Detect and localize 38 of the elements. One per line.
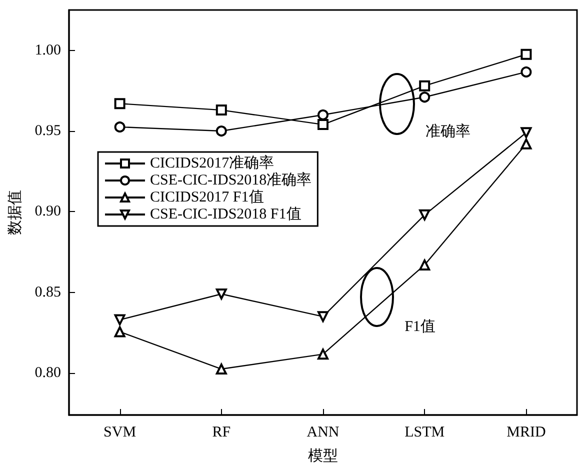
point [520,138,532,150]
legend-label: CSE-CIC-IDS2018准确率 [150,172,312,188]
point [216,364,227,375]
y-tick-label: 0.95 [34,123,61,140]
legend-label: CICIDS2017 F1值 [150,190,264,206]
point [114,98,126,110]
point [216,104,227,116]
annotation: 准确率 [426,123,470,140]
point [419,80,430,92]
point [114,121,126,132]
legend-label: CSE-CIC-IDS2018 F1值 [150,206,302,222]
point [318,119,328,130]
point [216,126,227,137]
point [318,109,328,120]
y-tick-label: 1.00 [34,42,61,58]
x-tick-label: SVM [104,424,136,440]
annotation: F1值 [404,319,436,335]
point [419,209,430,220]
point [520,66,532,78]
legend-label: CICIDS2017准确率 [150,154,274,172]
y-axis-title: 数据值 [6,190,24,235]
point [318,311,328,322]
point [419,259,430,270]
x-tick-label: MRID [506,424,546,440]
point [216,288,227,300]
x-tick-label: ANN [306,424,340,440]
y-tick-label: 0.80 [34,365,61,382]
point [419,92,430,103]
x-axis-title: 模型 [308,448,338,464]
point [520,48,532,60]
point [114,326,126,338]
x-tick-label: RF [212,424,231,440]
x-tick-label: LSTM [404,424,445,440]
point [520,127,532,138]
point [114,314,126,326]
point [318,348,328,360]
y-tick-label: 0.85 [34,284,61,300]
y-tick-label: 0.90 [34,204,61,220]
